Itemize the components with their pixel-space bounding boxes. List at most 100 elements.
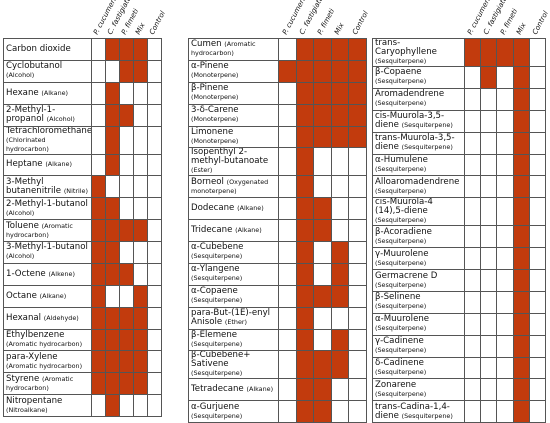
presence-cell	[133, 103, 148, 127]
compound-class: (Monoterpene)	[191, 115, 239, 124]
presence-cell	[119, 284, 134, 308]
table-row: α-Muurolene (Sesquiterpene)	[372, 312, 546, 336]
presence-cell	[278, 262, 297, 286]
presence-cell	[133, 306, 148, 330]
presence-cell	[528, 131, 546, 155]
presence-cell	[133, 153, 148, 177]
presence-cell	[295, 81, 314, 105]
compound-class: (Monoterpene)	[191, 71, 239, 80]
compound-name: Tetradecane	[191, 384, 244, 395]
presence-cell	[528, 197, 546, 227]
compound-class: (Sesquiterpene)	[375, 368, 427, 377]
compound-cell: β-Cubebene+ Sativene (Sesquiterpene)	[188, 350, 279, 380]
table-row: β-Acoradiene (Sesquiterpene)	[372, 225, 546, 249]
presence-cell	[496, 37, 514, 68]
presence-cell	[512, 197, 530, 227]
presence-cell	[330, 328, 349, 352]
presence-cell	[512, 269, 530, 292]
table-row: para-But-(1E)-enyl Anisole (Ether)	[188, 306, 367, 330]
table-row: cis-Muurola-3,5-diene (Sesquiterpene)	[372, 109, 546, 133]
table-row: 3-δ-Carene (Monoterpene)	[188, 103, 367, 127]
table-row: Tetrachloromethane (Chlorinated hydrocar…	[3, 125, 162, 155]
presence-cell	[512, 66, 530, 89]
presence-cell	[348, 262, 367, 286]
presence-cell	[528, 109, 546, 133]
presence-cell	[91, 219, 106, 243]
presence-cell	[295, 38, 314, 61]
presence-cell	[105, 125, 120, 155]
compound-class: (Aromatic hydrocarbon)	[6, 374, 74, 392]
table-row: Nitropentane (Nitroalkane)	[3, 394, 162, 418]
compound-name: α-Humulene	[375, 154, 428, 165]
compound-class: (Alcohol)	[6, 252, 35, 261]
presence-cell	[496, 87, 514, 111]
table-row: 1-Octene (Alkene)	[3, 262, 162, 286]
compound-cell: β-Elemene (Sesquiterpene)	[188, 328, 279, 352]
compound-class: (Chlorinated hydrocarbon)	[6, 135, 49, 153]
presence-cell	[105, 219, 120, 243]
compound-name: Borneol	[191, 176, 224, 187]
compound-class: (Sesquiterpene)	[191, 252, 243, 261]
presence-cell	[91, 350, 106, 374]
presence-cell	[330, 175, 349, 199]
presence-cell	[119, 175, 134, 199]
presence-cell	[463, 290, 482, 314]
presence-cell	[105, 350, 120, 374]
compound-cell: Tridecane (Alkane)	[188, 219, 279, 243]
presence-cell	[91, 306, 106, 330]
presence-cell	[105, 197, 120, 221]
presence-cell	[313, 125, 332, 149]
presence-cell	[480, 175, 498, 199]
compound-cell: α-Copaene (Sesquiterpene)	[188, 284, 279, 308]
presence-cell	[496, 66, 514, 89]
presence-cell	[278, 284, 297, 308]
column-header: Control	[350, 9, 370, 36]
presence-cell	[480, 334, 498, 358]
presence-cell	[512, 87, 530, 111]
presence-cell	[313, 378, 332, 402]
compound-class: (Sesquiterpene)	[401, 121, 453, 130]
compound-class: (Alkane)	[237, 204, 264, 213]
presence-cell	[348, 147, 367, 177]
presence-cell	[295, 197, 314, 221]
presence-cell	[512, 225, 530, 249]
compound-name: Aromadendrene	[375, 89, 445, 100]
presence-cell	[496, 269, 514, 292]
compound-class: (Oxygenated monoterpene)	[191, 177, 269, 195]
presence-cell	[295, 175, 314, 199]
compound-name: α-Copaene	[191, 286, 238, 297]
compound-cell: 3-Methyl-1-butanol (Alcohol)	[3, 241, 92, 264]
compound-name: β-Elemene	[191, 329, 238, 340]
compound-cell: Dodecane (Alkane)	[188, 197, 279, 221]
presence-cell	[512, 356, 530, 380]
compound-class: (Sesquiterpene)	[375, 186, 427, 195]
presence-cell	[348, 284, 367, 308]
compound-class: (Sesquiterpene)	[191, 369, 243, 378]
compound-class: (Alkene)	[48, 269, 75, 278]
presence-cell	[147, 284, 162, 308]
table-row: Hexanal (Aldehyde)	[3, 306, 162, 330]
table-row: Carbon dioxide	[3, 38, 162, 61]
presence-cell	[480, 269, 498, 292]
presence-cell	[133, 59, 148, 83]
compound-class: (Alkane)	[45, 160, 72, 169]
presence-cell	[463, 197, 482, 227]
presence-cell	[147, 81, 162, 105]
compound-cell: 3-Methyl butanenitrile (Nitrile)	[3, 175, 92, 199]
compound-cell: Tetradecane (Alkane)	[188, 378, 279, 402]
presence-cell	[348, 350, 367, 380]
presence-cell	[463, 247, 482, 271]
compound-class: (Alcohol)	[46, 115, 75, 124]
presence-cell	[295, 219, 314, 243]
compound-cell: Hexane (Alkane)	[3, 81, 92, 105]
presence-cell	[528, 66, 546, 89]
presence-cell	[133, 81, 148, 105]
presence-cell	[147, 350, 162, 374]
presence-cell	[105, 81, 120, 105]
compound-cell: α-Ylangene (Sesquiterpene)	[188, 262, 279, 286]
presence-cell	[91, 103, 106, 127]
presence-cell	[480, 312, 498, 336]
compound-class: (Sesquiterpene)	[375, 216, 427, 225]
compound-class: (Sesquiterpene)	[375, 99, 427, 108]
table-row: 3-Methyl butanenitrile (Nitrile)	[3, 175, 162, 199]
